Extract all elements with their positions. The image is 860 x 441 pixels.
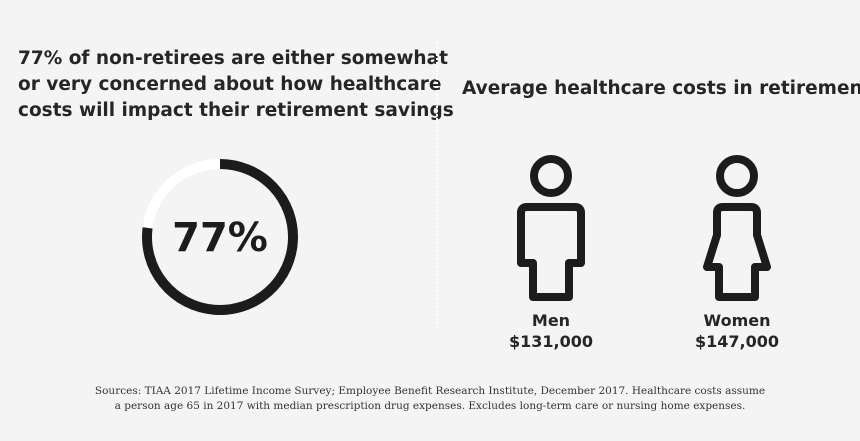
women-cost: Women $147,000 xyxy=(677,310,797,352)
woman-icon xyxy=(703,155,771,301)
sources-line: a person age 65 in 2017 with median pres… xyxy=(114,400,746,412)
men-value: $131,000 xyxy=(508,332,593,351)
donut-filled-arc xyxy=(142,159,298,315)
concern-heading-line: 77% of non-retirees are either somewhat xyxy=(18,48,448,69)
concern-heading-line: or very concerned about how healthcare xyxy=(18,74,442,95)
sources-line: Sources: TIAA 2017 Lifetime Income Surve… xyxy=(94,385,766,397)
concern-donut-chart: 77% xyxy=(142,159,298,315)
concern-heading-line: costs will impact their retirement savin… xyxy=(18,100,454,121)
section-divider xyxy=(436,42,438,328)
donut-value-label: 77% xyxy=(172,215,268,261)
man-icon xyxy=(517,155,585,301)
women-label: Women xyxy=(703,311,771,330)
concern-heading: 77% of non-retirees are either somewhat … xyxy=(18,46,454,124)
women-value: $147,000 xyxy=(694,332,779,351)
men-label: Men xyxy=(531,311,571,330)
costs-heading: Average healthcare costs in retirement: xyxy=(462,78,860,99)
men-cost: Men $131,000 xyxy=(491,310,611,352)
sources-footnote: Sources: TIAA 2017 Lifetime Income Surve… xyxy=(40,384,820,414)
